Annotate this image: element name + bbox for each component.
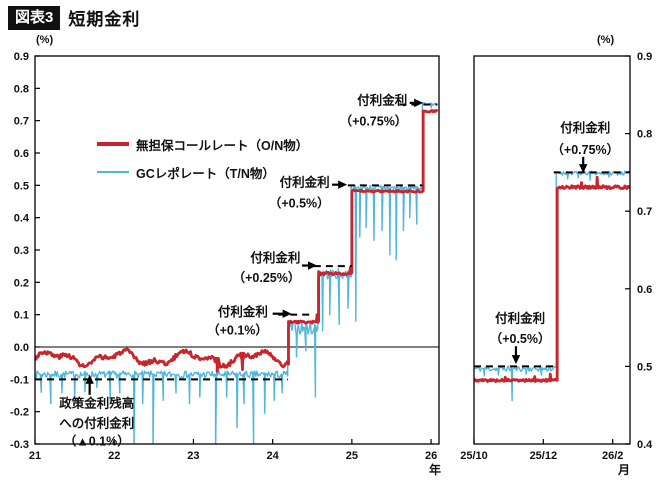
y-tick-label: 0.1 bbox=[14, 310, 29, 322]
legend: 無担保コールレート（O/N物） GCレポレート（T/N物） bbox=[97, 130, 308, 186]
y-tick-label: 0.6 bbox=[637, 284, 652, 296]
right-y-axis-unit: (%) bbox=[597, 34, 615, 46]
annotation-text: （+0.75%） bbox=[340, 114, 408, 129]
x-tick-label: 22 bbox=[108, 450, 120, 462]
y-tick-label: 0.5 bbox=[637, 361, 652, 373]
x-tick-label: 26 bbox=[425, 450, 437, 462]
annotation-text: （+0.5%） bbox=[490, 331, 551, 346]
left-panel: 0.9 0.8 0.7 0.6 0.5 0.4 0.3 0.2 0.1 0.0 -0.1 -0.2 -0… bbox=[10, 51, 440, 462]
call-rate-line-swatch bbox=[97, 142, 129, 146]
x-tick-label: 25/10 bbox=[460, 450, 488, 462]
annotation-arrowhead bbox=[85, 374, 94, 384]
annotation-text: （+0.1%） bbox=[207, 323, 268, 338]
y-tick-label: 0.4 bbox=[637, 439, 653, 451]
annotation-text: （+0.25%） bbox=[233, 270, 301, 285]
right-panel: 0.9 0.8 0.7 0.6 0.5 0.4 25/10 25/12 26/2 付利金利 （+0.… bbox=[460, 51, 653, 462]
y-tick-label: -0.2 bbox=[10, 407, 29, 419]
annotation-arrowhead bbox=[579, 164, 588, 174]
plot-border bbox=[473, 55, 631, 445]
y-tick-label: -0.3 bbox=[10, 439, 29, 451]
x-tick-label: 26/2 bbox=[602, 450, 623, 462]
y-tick-label: 0.7 bbox=[637, 206, 652, 218]
x-tick-label: 23 bbox=[187, 450, 199, 462]
y-tick-label: 0.2 bbox=[14, 277, 29, 289]
y-tick-label: 0.0 bbox=[14, 342, 29, 354]
y-tick-label: -0.1 bbox=[10, 374, 29, 386]
annotation-text: 付利金利 bbox=[357, 93, 407, 108]
y-tick-label: 0.8 bbox=[637, 129, 652, 141]
annotation-arrowhead bbox=[338, 180, 348, 189]
left-x-axis-unit: 年 bbox=[429, 463, 442, 477]
annotation-arrowhead bbox=[308, 261, 318, 270]
y-tick-label: 0.3 bbox=[14, 245, 29, 257]
x-tick-label: 25/12 bbox=[530, 450, 558, 462]
y-tick-label: 0.6 bbox=[14, 148, 29, 160]
y-tick-label: 0.7 bbox=[14, 116, 29, 128]
figure-number-tag: 図表3 bbox=[8, 5, 61, 30]
page-title: 短期金利 bbox=[68, 10, 141, 29]
legend-item-gc-repo: GCレポレート（T/N物） bbox=[97, 158, 308, 186]
annotation-arrowhead bbox=[414, 98, 424, 108]
x-tick-label: 25 bbox=[346, 450, 358, 462]
figure-title-row: 図表3 短期金利 bbox=[8, 5, 140, 30]
right-x-axis-unit: 月 bbox=[618, 463, 631, 477]
y-tick-label: 0.4 bbox=[14, 213, 30, 225]
annotation-arrowhead bbox=[511, 355, 521, 365]
x-tick-label: 21 bbox=[29, 450, 41, 462]
annotation-text: 付利金利 bbox=[495, 310, 545, 325]
legend-label-gc-repo: GCレポレート（T/N物） bbox=[136, 166, 275, 181]
annotation-text: 付利金利 bbox=[218, 304, 268, 319]
annotation-text: （▲0.1%） bbox=[64, 433, 130, 448]
gc-repo-line-swatch bbox=[97, 171, 129, 173]
annotation-text: 付利金利 bbox=[250, 250, 300, 265]
gc-repo-line bbox=[35, 101, 438, 444]
x-tick-label: 24 bbox=[267, 450, 280, 462]
y-tick-label: 0.8 bbox=[14, 83, 29, 95]
call-rate-line bbox=[474, 175, 630, 383]
legend-item-call-rate: 無担保コールレート（O/N物） bbox=[97, 130, 308, 158]
annotation-text: への付利金利 bbox=[59, 415, 134, 430]
annotation-text: 政策金利残高 bbox=[59, 396, 134, 411]
legend-label-call-rate: 無担保コールレート（O/N物） bbox=[136, 138, 309, 153]
annotation-arrowhead bbox=[282, 309, 292, 318]
left-y-axis-unit: (%) bbox=[36, 34, 54, 46]
annotation-text: （+0.5%） bbox=[269, 195, 330, 210]
y-tick-label: 0.9 bbox=[14, 51, 29, 63]
annotation-text: 付利金利 bbox=[280, 174, 330, 189]
y-tick-label: 0.5 bbox=[14, 180, 29, 192]
call-rate-line bbox=[35, 109, 439, 373]
y-tick-label: 0.9 bbox=[637, 51, 652, 63]
annotation-text: 付利金利 bbox=[560, 120, 610, 135]
annotation-text: （+0.75%） bbox=[551, 142, 619, 157]
